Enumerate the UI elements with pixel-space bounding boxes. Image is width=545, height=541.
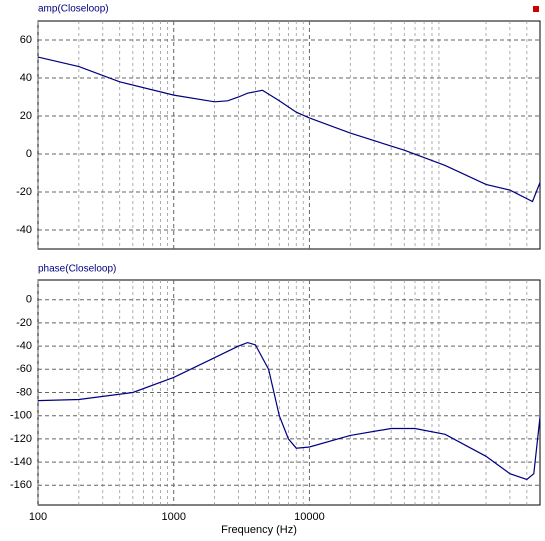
- y-tick-label: 60: [20, 34, 32, 46]
- plot-area: [37, 20, 541, 250]
- data-line: [37, 341, 541, 481]
- y-tick-label: -80: [16, 386, 32, 398]
- chart-title: amp(Closeloop): [38, 4, 109, 15]
- y-tick-label: 0: [26, 148, 32, 160]
- y-tick-label: -20: [16, 317, 32, 329]
- x-tick-label: 10000: [294, 511, 325, 523]
- y-tick-label: 20: [20, 110, 32, 122]
- x-tick-label: 1000: [161, 511, 185, 523]
- y-tick-label: -160: [10, 479, 32, 491]
- plot-area: [37, 279, 541, 506]
- x-axis-label: Frequency (Hz): [221, 524, 297, 536]
- y-tick-label: -40: [16, 224, 32, 236]
- marker-square: [533, 6, 539, 12]
- y-tick-label: 0: [26, 294, 32, 306]
- y-tick-label: -40: [16, 340, 32, 352]
- data-line: [37, 56, 541, 203]
- y-tick-label: -60: [16, 363, 32, 375]
- y-tick-label: -120: [10, 433, 32, 445]
- y-tick-label: -100: [10, 410, 32, 422]
- y-tick-label: -20: [16, 186, 32, 198]
- y-tick-label: -140: [10, 456, 32, 468]
- y-tick-label: 40: [20, 72, 32, 84]
- chart-title: phase(Closeloop): [38, 264, 116, 275]
- x-tick-label: 100: [29, 511, 47, 523]
